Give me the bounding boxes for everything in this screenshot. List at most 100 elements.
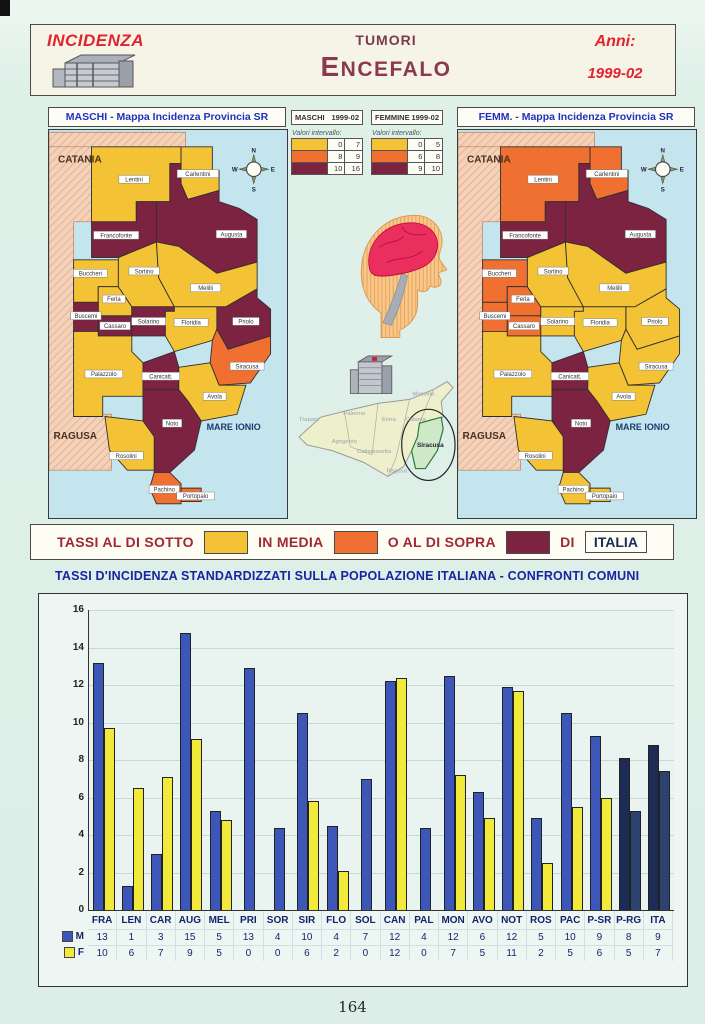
page-number: 164 <box>338 998 367 1016</box>
interval-to: 16 <box>345 163 362 174</box>
interval-to: 7 <box>345 139 362 150</box>
interval-row: 9 10 <box>372 162 442 174</box>
series-legend-f: F <box>63 947 84 958</box>
value-f-NOT: 11 <box>497 945 527 961</box>
y-axis-tick-label: 10 <box>72 716 84 728</box>
value-m-FLO: 4 <box>322 929 352 945</box>
region-label-box <box>141 372 180 381</box>
compass-rose: N E S W <box>641 147 684 193</box>
bar-m-ROS <box>531 818 543 910</box>
region-label-canicattini: Canicatt. <box>558 374 582 380</box>
region-label-box <box>128 266 160 276</box>
interval-from: 8 <box>327 151 346 162</box>
interval-from: 0 <box>327 139 346 150</box>
bar-f-SIR <box>308 801 320 910</box>
neighbor-land-catania <box>458 131 595 148</box>
category-label-FLO: FLO <box>322 911 352 929</box>
region-label-buscemi: Buscemi <box>484 314 507 320</box>
value-m-P-RG: 8 <box>614 929 644 945</box>
compass-e: E <box>680 166 684 173</box>
category-label-P-RG: P-RG <box>615 911 644 929</box>
gridline <box>89 647 674 649</box>
region-label-avola: Avola <box>207 395 222 401</box>
category-label-CAR: CAR <box>147 911 176 929</box>
title-encefalo: ENCEFALO <box>320 51 452 82</box>
bar-group-MEL <box>206 610 235 910</box>
region-label-box <box>582 318 618 327</box>
region-label-augusta: Augusta <box>630 232 652 238</box>
region-label-box <box>527 175 559 184</box>
bar-m-P-RG <box>619 758 631 910</box>
region-label-palazzolo: Palazzolo <box>91 372 117 378</box>
sicily-province-catania: Catania <box>405 417 426 423</box>
bar-m-AUG <box>180 632 192 910</box>
gridline <box>89 722 674 724</box>
bar-group-FRA <box>89 610 118 910</box>
bar-f-CAR <box>162 776 174 910</box>
bar-m-PAL <box>419 827 431 910</box>
mare-ionio-label: MARE IONIO <box>616 422 670 432</box>
sicily-province-caltanissetta: Caltanissetta <box>357 449 392 455</box>
sicily-inset-map: Trapani Palermo Messina Enna Catania Agrigent… <box>293 352 461 519</box>
region-label-box <box>176 491 215 501</box>
gridline <box>89 685 674 686</box>
chart-plot-area: 0 2 4 6 8 10 12 14 16 <box>73 604 674 915</box>
category-label-NOT: NOT <box>498 911 527 929</box>
series-legend-m: M <box>61 931 84 942</box>
ragusa-label: RAGUSA <box>462 431 506 442</box>
bar-group-ITA <box>645 610 674 910</box>
region-label-box <box>216 229 247 239</box>
sicily-siracusa-region <box>410 416 444 470</box>
region-label-box <box>84 369 123 379</box>
category-label-FRA: FRA <box>88 911 118 929</box>
header-left: INCIDENZA <box>31 25 217 95</box>
legend-of-label: DI <box>560 534 575 550</box>
value-m-AVO: 6 <box>468 929 498 945</box>
region-label-box <box>638 362 674 371</box>
region-label-box <box>557 485 589 494</box>
value-f-AUG: 9 <box>175 945 205 961</box>
region-label-rosolini: Rosolini <box>525 454 546 460</box>
y-axis-tick-label: 16 <box>72 604 84 615</box>
bar-f-MEL <box>220 820 232 910</box>
value-m-FRA: 13 <box>88 929 118 945</box>
region-label-buccheri: Buccheri <box>79 272 102 278</box>
interval-swatch <box>372 139 408 150</box>
bar-group-P-RG <box>616 610 645 910</box>
bar-f-AVO <box>483 818 495 910</box>
bar-m-ITA <box>648 745 660 910</box>
interval-to: 10 <box>425 163 442 174</box>
neighbor-land-catania <box>49 131 186 148</box>
interval-table-years: 1999-02 <box>411 113 439 122</box>
brain-head-illustration <box>336 198 458 345</box>
bar-m-FRA <box>92 662 104 910</box>
compass-s: S <box>661 187 665 194</box>
bar-m-MEL <box>209 810 221 910</box>
region-label-box <box>540 317 575 326</box>
region-label-solarino: Solarino <box>547 320 569 326</box>
region-label-box <box>176 169 219 178</box>
value-m-CAN: 12 <box>380 929 410 945</box>
region-label-avola: Avola <box>616 395 631 401</box>
region-label-box <box>118 175 150 184</box>
series-swatch-m <box>61 931 73 942</box>
region-label-box <box>93 231 139 240</box>
series-name-f: F <box>77 947 84 958</box>
bar-group-CAN <box>382 610 411 910</box>
value-f-SOR: 0 <box>263 945 293 961</box>
bar-group-P-SR <box>586 610 615 910</box>
bar-group-AUG <box>177 610 206 910</box>
header-title: TUMORI ENCEFALO <box>217 25 555 95</box>
value-m-AUG: 15 <box>175 929 205 945</box>
chart-title: TASSI D'INCIDENZA STANDARDIZZATI SULLA P… <box>55 569 640 583</box>
catania-label: CATANIA <box>58 154 102 165</box>
interval-from: 6 <box>407 151 426 162</box>
interval-table-title: FEMMINE <box>375 113 410 122</box>
maschi-incidence-map: Lentini Carlentini Francofonte Augusta Bucch… <box>48 129 288 519</box>
chart-values-row-m: M 13 1 3 15 5 13 4 10 4 7 12 4 12 6 12 5 10 9 8 9 <box>48 929 678 945</box>
value-m-MON: 12 <box>439 929 469 945</box>
region-label-pachino: Pachino <box>154 487 176 493</box>
region-label-box <box>173 318 209 327</box>
